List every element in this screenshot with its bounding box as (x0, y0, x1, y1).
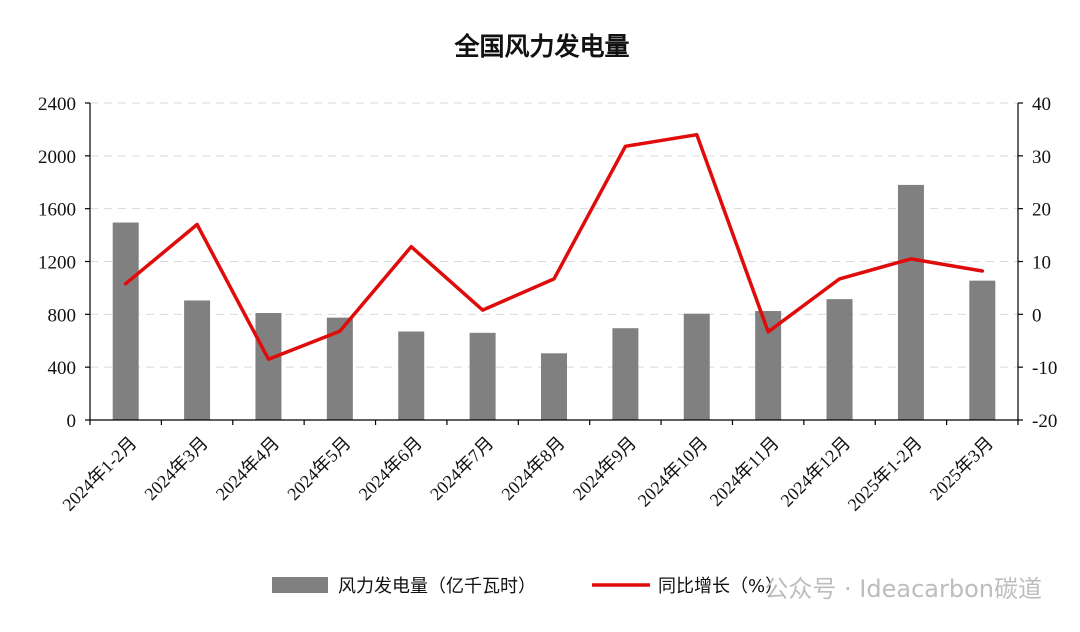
bar-9 (683, 313, 710, 420)
bar-1 (112, 222, 139, 420)
left-y-tick-label: 800 (48, 305, 77, 326)
bar-13 (969, 280, 996, 420)
bar-7 (541, 353, 567, 420)
legend: 风力发电量（亿千瓦时） 同比增长（%） (272, 576, 783, 597)
bar-12 (897, 184, 924, 420)
right-y-axis-ticks: -20 -10 0 10 20 30 40 (1032, 94, 1057, 432)
bar-8 (612, 328, 639, 420)
right-y-tick-label: -10 (1032, 358, 1057, 379)
x-tick-label: 2024年11月 (706, 433, 783, 510)
x-tick-label: 2024年12月 (777, 433, 855, 511)
left-y-tick-label: 0 (67, 411, 77, 432)
left-y-tick-label: 1200 (38, 253, 76, 274)
x-tick-label: 2024年9月 (569, 433, 640, 504)
bar-2 (184, 300, 211, 420)
x-tick-label: 2024年3月 (140, 433, 211, 504)
bar-11 (826, 299, 853, 420)
left-y-tick-label: 2000 (38, 147, 76, 168)
bar-3 (255, 313, 282, 420)
left-y-tick-label: 1600 (38, 200, 76, 221)
bar-series (112, 184, 996, 420)
axes (85, 102, 1023, 425)
growth-line (123, 132, 985, 361)
watermark-text: 公众号 · Ideacarbon碳道 (764, 575, 1042, 603)
right-y-tick-label: -20 (1032, 411, 1057, 432)
x-tick-label: 2025年1-2月 (844, 433, 926, 515)
x-axis-ticks: 2024年1-2月 2024年3月 2024年4月 2024年5月 2024年6月 202… (58, 433, 997, 515)
chart-title: 全国风力发电量 (453, 32, 629, 61)
x-tick-label: 2024年7月 (426, 433, 497, 504)
bar-6 (469, 332, 496, 420)
right-y-tick-label: 10 (1032, 253, 1051, 274)
growth-line-series (123, 132, 985, 361)
right-y-tick-label: 0 (1032, 305, 1042, 326)
x-tick-label: 2024年10月 (634, 433, 712, 511)
right-y-tick-label: 40 (1032, 94, 1051, 115)
x-tick-label: 2024年8月 (497, 433, 568, 504)
watermark: 公众号 · Ideacarbon碳道 (764, 575, 1042, 603)
legend-bar-label: 风力发电量（亿千瓦时） (338, 576, 536, 597)
left-y-tick-label: 400 (48, 358, 77, 379)
x-tick-label: 2024年1-2月 (58, 433, 140, 515)
right-y-tick-label: 20 (1032, 200, 1051, 221)
right-y-tick-label: 30 (1032, 147, 1051, 168)
x-tick-label: 2024年5月 (283, 433, 354, 504)
grid-layer (90, 102, 1018, 368)
left-y-tick-label: 2400 (38, 94, 76, 115)
left-y-axis-ticks: 0 400 800 1200 1600 2000 2400 (38, 94, 76, 432)
x-tick-label: 2025年3月 (926, 433, 997, 504)
bar-5 (398, 331, 425, 420)
x-tick-label: 2024年4月 (212, 433, 283, 504)
legend-bar-swatch (272, 577, 328, 593)
legend-line-label: 同比增长（%） (658, 576, 783, 597)
x-tick-label: 2024年6月 (355, 433, 426, 504)
